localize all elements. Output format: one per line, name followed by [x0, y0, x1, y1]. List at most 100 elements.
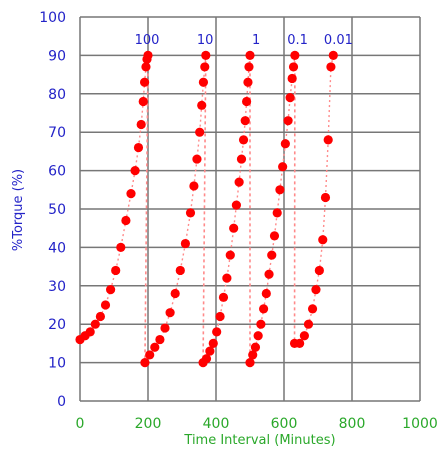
data-point [242, 96, 252, 107]
y-tick-label: 90 [48, 48, 66, 64]
data-point [141, 62, 151, 72]
x-tick-label: 200 [135, 416, 162, 432]
data-point [261, 288, 271, 299]
data-point [311, 285, 321, 295]
data-point [198, 77, 209, 87]
y-tick-label: 70 [48, 125, 66, 141]
x-tick-label: 0 [76, 416, 85, 432]
data-point [259, 304, 269, 314]
data-point [231, 200, 241, 210]
data-point [175, 265, 185, 276]
y-tick-label: 80 [48, 87, 66, 103]
data-point [272, 208, 282, 218]
data-point [130, 166, 140, 176]
y-tick-label: 50 [48, 202, 66, 218]
data-point [225, 250, 235, 260]
data-point [189, 181, 199, 191]
data-point [323, 135, 333, 145]
data-point [170, 288, 180, 299]
data-point [285, 93, 295, 103]
y-axis-label: %Torque (%) [11, 169, 26, 251]
data-point [303, 319, 314, 329]
data-point [229, 223, 239, 233]
data-point [288, 62, 299, 72]
data-point [138, 96, 148, 107]
data-point [264, 269, 274, 279]
speed-annotation: 100 [135, 33, 160, 48]
data-point [121, 215, 131, 226]
data-point [165, 308, 175, 318]
data-point [106, 285, 116, 295]
data-point [90, 319, 100, 329]
annotations: 100 10 1 0.1 0.01 [135, 33, 353, 48]
data-point [326, 62, 336, 72]
speed-annotation: 0.1 [287, 33, 308, 48]
series-line [79, 55, 149, 341]
y-tick-label: 100 [39, 10, 66, 26]
data-point [295, 338, 305, 348]
data-point [205, 346, 215, 356]
data-point [212, 327, 222, 337]
data-point [275, 185, 285, 195]
y-tick-label: 20 [48, 317, 66, 333]
data-point [195, 127, 205, 137]
speed-annotation: 1 [252, 33, 260, 48]
x-tick-label: 800 [339, 416, 366, 432]
data-point [133, 142, 144, 153]
data-point [299, 331, 309, 341]
data-point [278, 162, 288, 172]
data-point [248, 350, 258, 360]
speed-annotation: 0.01 [324, 33, 353, 48]
data-point [180, 238, 190, 249]
data-point [256, 319, 266, 329]
data-point [307, 304, 318, 314]
data-point [150, 342, 160, 352]
data-point [201, 354, 212, 364]
data-point [126, 189, 136, 199]
data-point [208, 338, 218, 348]
data-point [201, 50, 211, 61]
data-point [218, 292, 229, 302]
data-point [197, 100, 207, 110]
x-axis-label: Time Interval (Minutes) [183, 433, 335, 448]
series-line [294, 55, 334, 345]
data-point [243, 77, 253, 87]
data-point [192, 154, 202, 164]
data-point [200, 62, 210, 72]
y-axis-ticks: 0 10 20 30 40 50 60 70 80 90 100 [39, 10, 66, 410]
data-point [328, 50, 338, 61]
data-point [116, 242, 126, 252]
data-point [160, 323, 170, 333]
data-point [85, 327, 95, 337]
data-point [269, 231, 280, 241]
y-tick-label: 0 [57, 394, 66, 410]
speed-annotation: 10 [197, 33, 214, 48]
data-point [95, 311, 105, 322]
x-tick-label: 1000 [402, 416, 438, 432]
x-tick-label: 400 [203, 416, 230, 432]
data-point [238, 135, 249, 145]
y-tick-label: 10 [48, 356, 66, 372]
data-point [143, 50, 153, 61]
data-point [100, 300, 111, 310]
data-point [318, 235, 328, 245]
data-point [215, 311, 225, 322]
data-point [185, 208, 196, 218]
data-point [155, 334, 165, 345]
data-point [222, 273, 232, 283]
data-point [253, 331, 263, 341]
data-point [111, 265, 121, 276]
data-point [267, 250, 277, 260]
data-point [283, 116, 293, 126]
data-point [236, 154, 247, 164]
data-point [290, 50, 300, 61]
data-point [136, 119, 146, 130]
data-point [245, 50, 255, 61]
data-point [245, 358, 255, 368]
data-point [244, 62, 254, 72]
y-tick-label: 30 [48, 279, 66, 295]
x-tick-label: 600 [271, 416, 298, 432]
data-point [234, 177, 244, 187]
data-point [287, 73, 297, 84]
